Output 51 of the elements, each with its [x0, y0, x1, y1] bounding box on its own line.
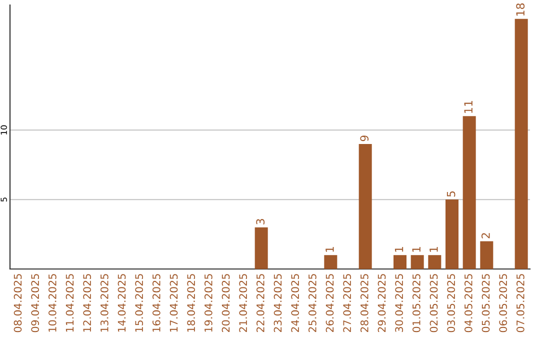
y-tick-label: 10	[0, 125, 7, 134]
bar	[514, 18, 528, 269]
x-tick-label: 17.04.2025	[170, 274, 178, 332]
x-tick-label: 28.04.2025	[360, 274, 368, 332]
x-tick-label: 03.05.2025	[447, 274, 456, 332]
bar	[324, 255, 338, 269]
bar	[480, 241, 494, 269]
x-tick-label: 16.04.2025	[152, 274, 160, 332]
bar	[410, 255, 424, 269]
x-tick-label: 10.04.2025	[48, 274, 56, 332]
data-label: 9	[360, 136, 369, 142]
x-tick-label: 08.04.2025	[14, 274, 22, 332]
data-label: 1	[326, 246, 334, 252]
x-tick-label: 06.05.2025	[499, 274, 508, 332]
data-label: 18	[516, 3, 525, 16]
bar	[358, 144, 372, 269]
x-tick-label: 02.05.2025	[430, 274, 438, 332]
x-tick-label: 29.04.2025	[378, 274, 386, 332]
data-label: 2	[481, 233, 490, 238]
x-tick-label: 19.04.2025	[204, 274, 212, 332]
bar	[428, 255, 442, 269]
data-label: 1	[430, 246, 438, 252]
x-tick-label: 24.04.2025	[291, 274, 300, 332]
x-tick-label: 30.04.2025	[395, 274, 404, 332]
x-tick-label: 01.05.2025	[412, 274, 420, 332]
x-tick-label: 09.04.2025	[31, 274, 40, 332]
data-label: 11	[464, 100, 472, 113]
bar	[394, 255, 406, 269]
x-tick-label: 07.05.2025	[516, 274, 524, 332]
x-tick-label: 14.04.2025	[118, 274, 126, 332]
x-tick-label: 21.04.2025	[239, 274, 248, 332]
data-label: 1	[412, 246, 420, 252]
x-tick-label: 25.04.2025	[308, 274, 316, 332]
x-tick-label: 11.04.2025	[66, 274, 74, 332]
data-label: 1	[394, 246, 404, 252]
x-tick-label: 27.04.2025	[343, 274, 352, 332]
bar	[254, 227, 268, 269]
bar	[462, 116, 476, 269]
x-tick-label: 04.05.2025	[464, 274, 472, 332]
x-tick-label: 26.04.2025	[326, 274, 334, 332]
x-tick-label: 12.04.2025	[83, 274, 92, 332]
x-tick-label: 23.04.2025	[274, 274, 282, 332]
x-tick-label: 15.04.2025	[135, 274, 144, 332]
x-tick-label: 18.04.2025	[187, 274, 196, 332]
data-label: 5	[446, 191, 456, 197]
x-tick-label: 22.04.2025	[256, 274, 264, 332]
x-tick-label: 20.04.2025	[222, 274, 230, 332]
bar	[446, 200, 458, 269]
x-tick-label: 13.04.2025	[100, 274, 108, 332]
data-label: 3	[256, 219, 265, 224]
x-tick-label: 05.05.2025	[482, 274, 490, 332]
